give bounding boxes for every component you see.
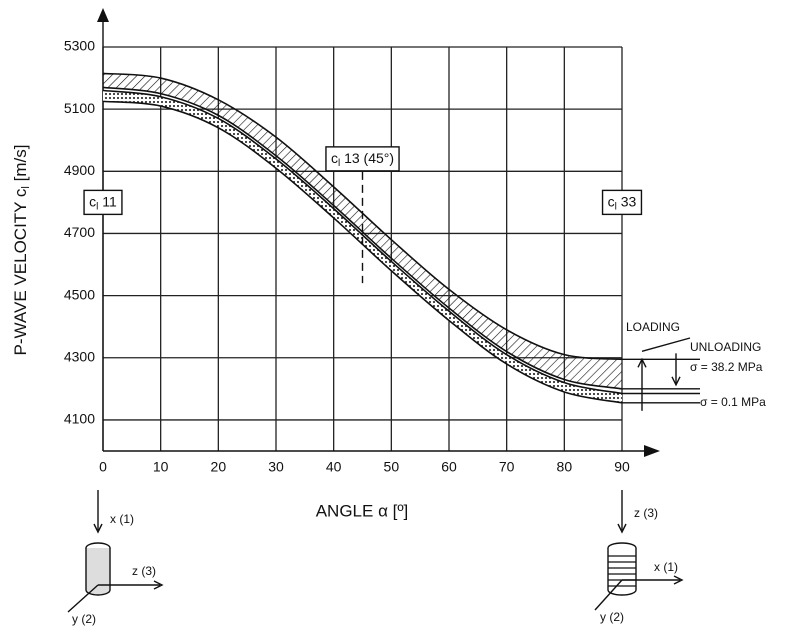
annotation-rest: 33: [617, 193, 637, 209]
icon-label: y (2): [72, 612, 96, 626]
x-tick-label: 50: [384, 459, 400, 475]
x-axis-label: ANGLE α [º]: [316, 501, 409, 520]
x-tick-label: 20: [211, 459, 227, 475]
annotation-box: [601, 189, 643, 216]
icon-label: z (3): [634, 506, 658, 520]
y-axis-label: P-WAVE VELOCITY cl [m/s]: [11, 145, 31, 356]
y-tick-label: 5300: [64, 38, 95, 54]
annotation-box: [325, 146, 400, 172]
annotation-rest: 11: [98, 193, 117, 209]
x-tick-label: 80: [557, 459, 573, 475]
band-edge: [102, 86, 623, 390]
x-tick-label: 0: [99, 459, 107, 475]
annotation: cl 11: [89, 193, 117, 212]
x-tick-label: 60: [441, 459, 457, 475]
annotation-main: c: [331, 150, 338, 166]
annotation-sub: l: [615, 201, 617, 212]
y-tick-label: 4500: [64, 286, 95, 302]
annotation: cl 13 (45°): [331, 150, 394, 169]
y-tick-label: 4900: [64, 162, 95, 178]
annotation-sub: l: [338, 158, 340, 169]
band-edge: [102, 89, 623, 395]
y-label-rest: [m/s]: [11, 145, 30, 187]
arrow-head: [671, 376, 681, 387]
x-tick-label: 40: [326, 459, 342, 475]
legend-label: σ = 0.1 MPa: [700, 395, 766, 409]
y-tick-label: 4100: [64, 411, 95, 427]
y-label-sub: l: [20, 186, 32, 188]
icon-label: x (1): [654, 560, 678, 574]
x-tick-label: 90: [614, 459, 630, 475]
annotation-rest: 13 (45°): [340, 150, 394, 166]
y-tick-label: 4700: [64, 224, 95, 240]
x-tick-label: 10: [153, 459, 169, 475]
icon-label: x (1): [110, 512, 134, 526]
annotation-box: [83, 189, 123, 216]
icon-label: z (3): [132, 564, 156, 578]
y-label-main: P-WAVE VELOCITY c: [11, 188, 30, 355]
band-edge: [102, 100, 623, 404]
y-tick-label: 5100: [64, 100, 95, 116]
loading-pointer: [641, 337, 691, 352]
x-tick-label: 30: [268, 459, 284, 475]
icon-label: y (2): [600, 610, 624, 624]
coordinate-icon-right: z (3) x (1) y (2): [594, 490, 684, 624]
annotation-sub: l: [96, 201, 98, 212]
annotation: cl 33: [608, 193, 637, 212]
legend-label: LOADING: [626, 320, 680, 334]
annotation-main: c: [89, 193, 96, 209]
y-tick-label: 4300: [64, 348, 95, 364]
annotation-main: c: [608, 193, 615, 209]
arrow-head: [637, 357, 647, 368]
x-tick-label: 70: [499, 459, 515, 475]
y-axis-arrow: [97, 8, 109, 22]
x-axis-arrow: [644, 445, 660, 457]
legend-label: σ = 38.2 MPa: [690, 360, 763, 374]
coordinate-icon-left: x (1) z (3) y (2): [67, 490, 164, 626]
legend-label: UNLOADING: [690, 340, 761, 354]
